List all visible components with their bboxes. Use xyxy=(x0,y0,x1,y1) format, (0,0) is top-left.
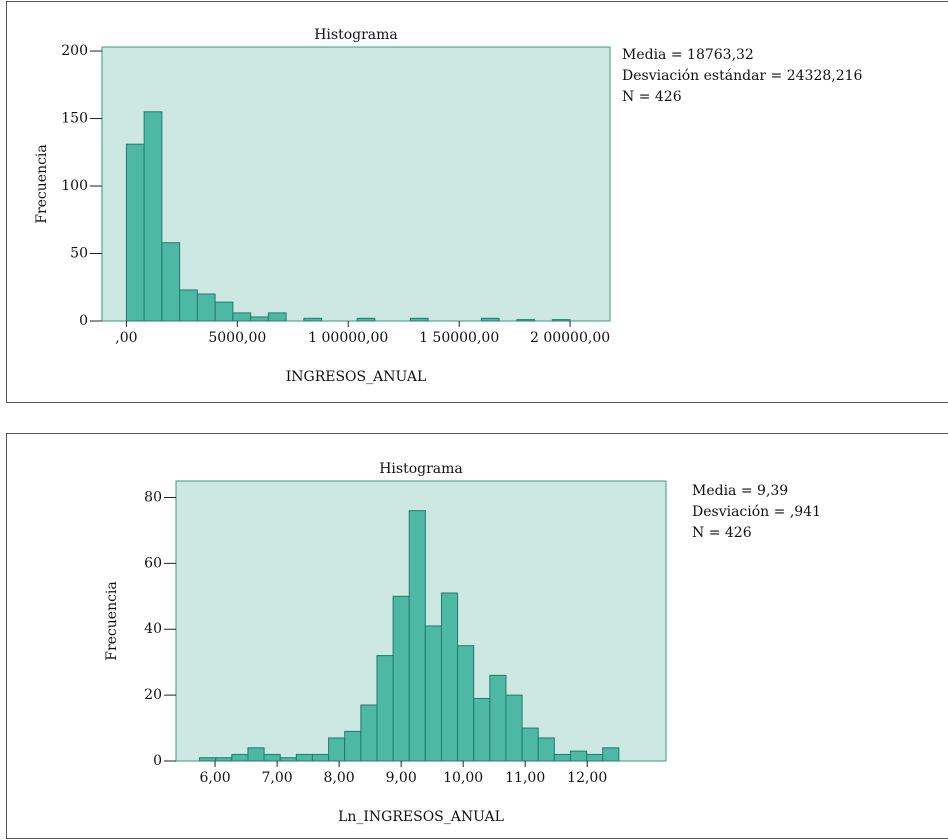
x-tick-label: 11,00 xyxy=(505,770,545,786)
bar xyxy=(232,312,252,322)
bar xyxy=(250,316,269,322)
x-tick-label: 10,00 xyxy=(443,770,483,786)
x-tick-label: 6,00 xyxy=(199,770,230,786)
x-tick-label: 7,00 xyxy=(262,770,293,786)
bar xyxy=(392,595,410,762)
x-tick-label: 2 00000,00 xyxy=(530,330,610,346)
bar xyxy=(161,242,181,322)
bar xyxy=(279,757,297,762)
x-axis-label: Ln_INGRESOS_ANUAL xyxy=(338,809,504,825)
bar xyxy=(505,694,523,762)
y-axis-label: Frecuencia xyxy=(104,581,120,661)
x-tick-label: 5000,00 xyxy=(208,330,266,346)
bar xyxy=(360,704,378,762)
bar xyxy=(311,753,330,762)
bar xyxy=(199,757,217,762)
bar xyxy=(263,753,281,762)
bar xyxy=(231,753,249,762)
bar xyxy=(551,319,571,322)
bar xyxy=(247,747,265,762)
y-tick-label: 0 xyxy=(79,313,88,329)
chart-title: Histograma xyxy=(379,461,463,477)
bar xyxy=(473,697,491,762)
bar xyxy=(569,750,588,762)
bar xyxy=(602,747,620,762)
x-tick-label: 8,00 xyxy=(324,770,355,786)
x-tick-label: 1 50000,00 xyxy=(419,330,499,346)
bar xyxy=(328,737,346,762)
bar xyxy=(356,317,376,322)
y-tick-label: 150 xyxy=(61,111,88,127)
bar xyxy=(214,301,234,322)
bar xyxy=(215,757,233,762)
bar xyxy=(303,317,323,322)
bar xyxy=(143,111,163,322)
panel-frame xyxy=(6,433,948,839)
x-tick-label: ,00 xyxy=(115,330,137,346)
bar xyxy=(295,753,313,762)
y-tick-label: 60 xyxy=(144,555,162,571)
y-tick-label: 80 xyxy=(144,489,162,505)
annotation: Media = 18763,32 xyxy=(622,47,754,63)
bar xyxy=(424,625,442,762)
bar xyxy=(179,289,198,322)
x-tick-label: 9,00 xyxy=(386,770,417,786)
bar xyxy=(196,293,216,322)
annotation: Media = 9,39 xyxy=(692,483,788,499)
bar xyxy=(521,727,539,762)
y-tick-label: 0 xyxy=(153,753,162,769)
annotation: N = 426 xyxy=(622,89,682,105)
y-tick-label: 200 xyxy=(61,43,88,59)
annotation: N = 426 xyxy=(692,525,752,541)
annotation: Desviación estándar = 24328,216 xyxy=(622,68,863,84)
bar xyxy=(586,753,604,762)
y-tick-label: 50 xyxy=(70,246,88,262)
bar xyxy=(376,655,394,762)
bar xyxy=(409,317,429,322)
bar xyxy=(457,645,475,762)
bar xyxy=(125,143,145,322)
bar xyxy=(489,674,507,762)
panel-frame xyxy=(6,1,948,403)
x-tick-label: 1 00000,00 xyxy=(308,330,388,346)
bar xyxy=(267,312,287,322)
x-axis-label: INGRESOS_ANUAL xyxy=(286,369,427,385)
bar xyxy=(344,730,362,762)
bar xyxy=(516,319,536,322)
y-tick-label: 40 xyxy=(144,621,162,637)
bar xyxy=(408,510,426,762)
y-tick-label: 100 xyxy=(61,178,88,194)
bar xyxy=(553,753,571,762)
plot-area xyxy=(101,46,611,322)
bar xyxy=(537,737,555,762)
x-tick-label: 12,00 xyxy=(567,770,607,786)
y-axis-label: Frecuencia xyxy=(34,144,50,224)
bar xyxy=(440,592,459,762)
annotation: Desviación = ,941 xyxy=(692,504,821,520)
chart-title: Histograma xyxy=(314,27,398,43)
y-tick-label: 20 xyxy=(144,687,162,703)
bar xyxy=(480,317,500,322)
